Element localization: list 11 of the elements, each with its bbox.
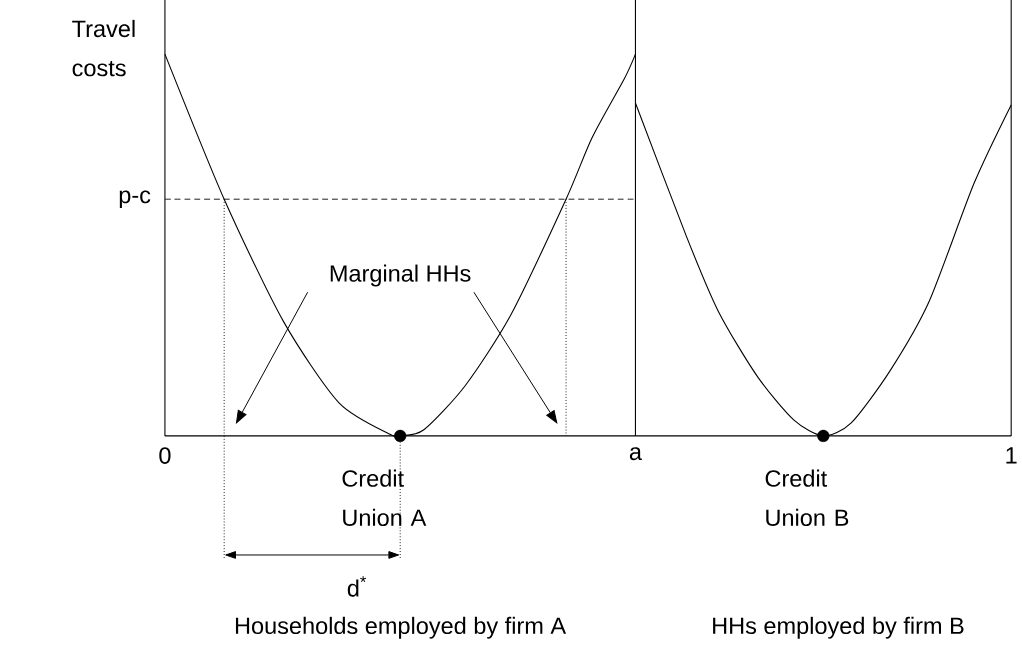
annotation: Marginal HHs [330, 264, 471, 287]
x-tick-label: a [629, 447, 642, 460]
x-tick-label: 1 [1006, 447, 1017, 464]
annotation: Credit Union A [342, 469, 427, 526]
text: Households employed by firm A [235, 616, 567, 639]
text: HHs employed by firm B [713, 616, 964, 639]
annotation: Credit Union B [765, 469, 849, 526]
y-axis-title: Travel costs [72, 19, 135, 77]
x-tick-label: 0 [159, 447, 171, 464]
text: d$^{*}$ [347, 576, 367, 597]
annotation: p-c [119, 190, 151, 208]
